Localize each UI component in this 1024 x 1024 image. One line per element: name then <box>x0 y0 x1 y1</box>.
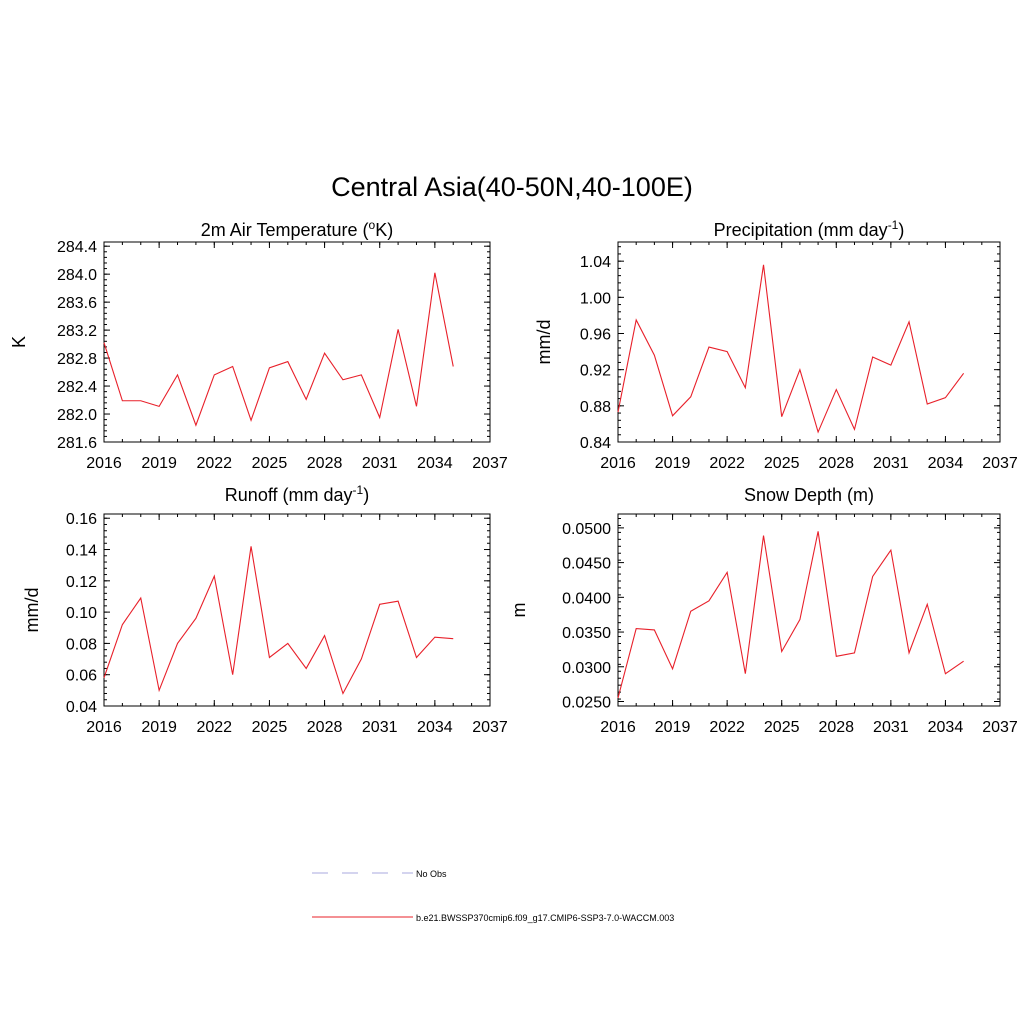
y-tick-label: 282.0 <box>57 407 97 424</box>
y-tick-label: 0.08 <box>66 636 97 653</box>
panel-snow: 2016 2019 2022 2025 2028 2031 2034 2037 0.0250 0.… <box>509 485 1018 736</box>
legend-label: No Obs <box>416 869 447 879</box>
panel-title-main: Runoff (mm day <box>225 485 353 505</box>
y-tick-label: 0.0500 <box>562 521 611 538</box>
x-tick-label: 2019 <box>141 455 177 472</box>
y-tick-label: 0.84 <box>580 435 611 452</box>
x-tick-label: 2028 <box>307 719 343 736</box>
panel-title: Snow Depth (m) <box>744 485 874 505</box>
x-tick-label: 2025 <box>764 455 800 472</box>
legend-label: b.e21.BWSSP370cmip6.f09_g17.CMIP6-SSP3-7… <box>416 913 674 923</box>
panel-title-after: ) <box>898 220 904 240</box>
panel-title-sup: o <box>369 218 376 232</box>
x-tick-label: 2025 <box>252 455 288 472</box>
x-tick-label: 2022 <box>196 719 232 736</box>
panel-title: Precipitation (mm day-1) <box>714 218 905 240</box>
panel-precip: 2016 2019 2022 2025 2028 2031 2034 2037 0.84 0.88… <box>534 218 1018 472</box>
x-tick-label: 2019 <box>655 719 691 736</box>
y-tick-label: 0.0450 <box>562 556 611 573</box>
y-tick-label: 284.4 <box>57 239 97 256</box>
plot-frame <box>617 513 1001 707</box>
y-axis-label: K <box>9 336 29 348</box>
series-line <box>617 264 965 434</box>
x-tick-label: 2037 <box>982 719 1018 736</box>
x-tick-label: 2016 <box>600 719 636 736</box>
y-tick-label: 0.04 <box>66 699 97 716</box>
y-tick-label: 0.0250 <box>562 694 611 711</box>
series-line <box>103 272 454 427</box>
y-tick-label: 281.6 <box>57 435 97 452</box>
y-tick-label: 0.14 <box>66 543 97 560</box>
panel-runoff: 2016 2019 2022 2025 2028 2031 2034 2037 0.04 0.06… <box>22 483 508 736</box>
x-tick-label: 2016 <box>600 455 636 472</box>
y-axis-label: m <box>509 603 529 618</box>
x-tick-label: 2028 <box>818 455 854 472</box>
x-tick-label: 2037 <box>982 455 1018 472</box>
x-tick-label: 2034 <box>928 455 964 472</box>
panel-title-after: ) <box>363 485 369 505</box>
plot-frame <box>103 241 491 443</box>
panels: 2016 2019 2022 2025 2028 2031 2034 2037 281.6 282… <box>9 218 1018 736</box>
x-tick-label: 2019 <box>141 719 177 736</box>
x-tick-label: 2034 <box>928 719 964 736</box>
x-tick-label: 2016 <box>86 455 122 472</box>
panel-title-main: Snow Depth (m) <box>744 485 874 505</box>
y-tick-label: 282.4 <box>57 379 97 396</box>
x-tick-label: 2031 <box>873 455 909 472</box>
panel-title: 2m Air Temperature (oK) <box>201 218 393 240</box>
series-line <box>103 546 454 695</box>
y-tick-label: 0.0300 <box>562 660 611 677</box>
plot-frame <box>103 513 491 707</box>
panel-title-sup: -1 <box>888 218 899 232</box>
panel-title-main: Precipitation (mm day <box>714 220 888 240</box>
series-line <box>617 531 964 699</box>
y-tick-label: 0.0350 <box>562 625 611 642</box>
x-tick-label: 2034 <box>417 719 453 736</box>
x-tick-label: 2016 <box>86 719 122 736</box>
y-tick-label: 1.04 <box>580 254 611 271</box>
y-tick-label: 0.12 <box>66 574 97 591</box>
y-axis-label: mm/d <box>534 320 554 365</box>
y-tick-label: 0.92 <box>580 363 611 380</box>
y-tick-label: 283.6 <box>57 295 97 312</box>
y-tick-label: 0.0400 <box>562 590 611 607</box>
x-tick-label: 2031 <box>362 719 398 736</box>
x-tick-label: 2031 <box>873 719 909 736</box>
y-tick-label: 1.00 <box>580 290 611 307</box>
x-tick-label: 2037 <box>472 455 508 472</box>
x-tick-label: 2028 <box>818 719 854 736</box>
x-tick-label: 2031 <box>362 455 398 472</box>
panel-title-main: 2m Air Temperature ( <box>201 220 369 240</box>
x-tick-label: 2025 <box>252 719 288 736</box>
plot-frame <box>617 241 1001 443</box>
y-tick-label: 0.96 <box>580 327 611 344</box>
x-tick-label: 2022 <box>196 455 232 472</box>
y-tick-label: 284.0 <box>57 267 97 284</box>
y-tick-label: 283.2 <box>57 323 97 340</box>
x-tick-label: 2022 <box>709 455 745 472</box>
y-tick-label: 0.06 <box>66 668 97 685</box>
x-tick-label: 2037 <box>472 719 508 736</box>
y-tick-label: 282.8 <box>57 351 97 368</box>
x-tick-label: 2034 <box>417 455 453 472</box>
panel-temp: 2016 2019 2022 2025 2028 2031 2034 2037 281.6 282… <box>9 218 508 472</box>
y-tick-label: 0.10 <box>66 605 97 622</box>
figure-title: Central Asia(40-50N,40-100E) <box>331 172 693 202</box>
y-axis-label: mm/d <box>22 588 42 633</box>
legend: No Obs b.e21.BWSSP370cmip6.f09_g17.CMIP6-… <box>312 869 674 923</box>
y-tick-label: 0.16 <box>66 511 97 528</box>
y-tick-label: 0.88 <box>580 399 611 416</box>
x-tick-label: 2025 <box>764 719 800 736</box>
panel-title-after: K) <box>375 220 393 240</box>
x-tick-label: 2022 <box>709 719 745 736</box>
x-tick-label: 2028 <box>307 455 343 472</box>
x-tick-label: 2019 <box>655 455 691 472</box>
panel-title-sup: -1 <box>353 483 364 497</box>
panel-title: Runoff (mm day-1) <box>225 483 369 505</box>
